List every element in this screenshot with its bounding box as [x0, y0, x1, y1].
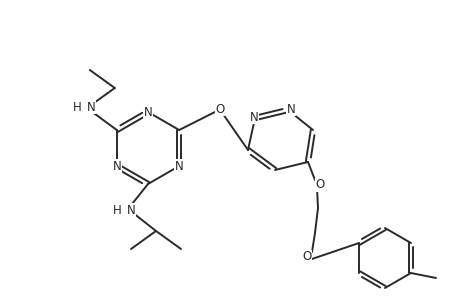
Text: N: N: [249, 110, 258, 124]
Text: N: N: [174, 160, 183, 172]
Text: N: N: [86, 100, 95, 113]
Text: O: O: [302, 250, 311, 263]
Text: N: N: [143, 106, 152, 118]
Text: N: N: [286, 103, 295, 116]
Text: N: N: [126, 203, 135, 217]
Text: H: H: [72, 100, 81, 113]
Text: O: O: [215, 103, 224, 116]
Text: N: N: [112, 160, 121, 172]
Text: H: H: [112, 203, 121, 217]
Text: O: O: [315, 178, 324, 191]
